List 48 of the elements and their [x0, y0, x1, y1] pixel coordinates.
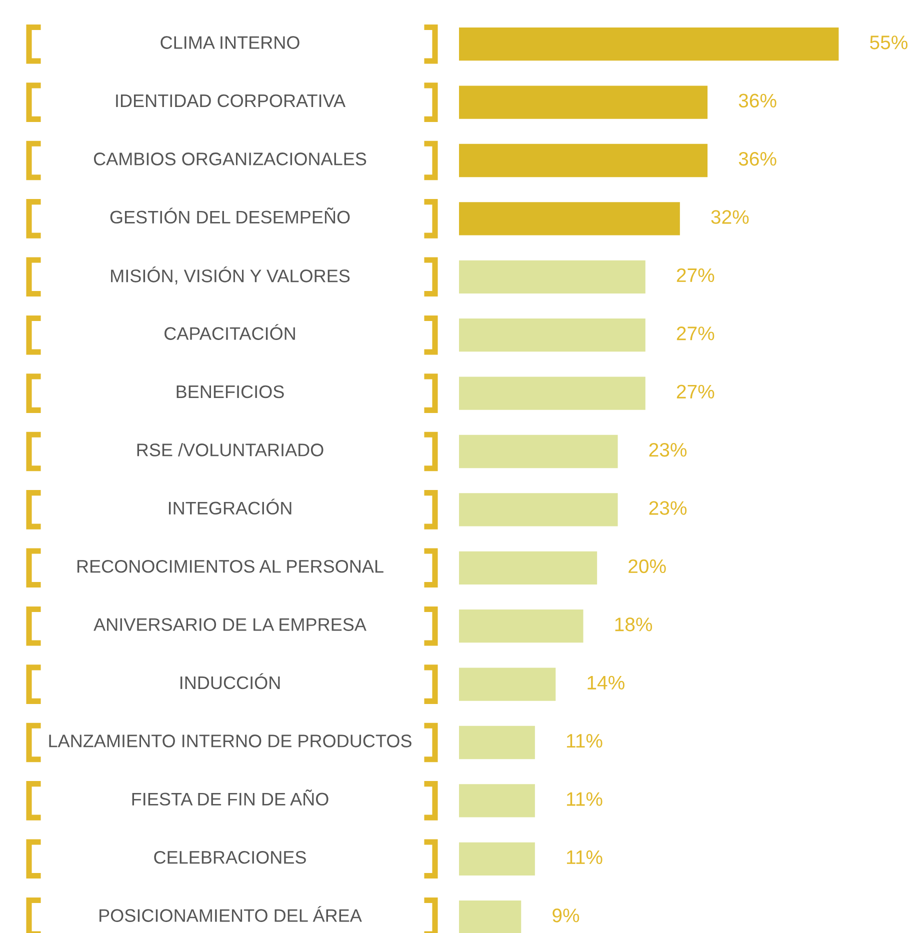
data-label: 11%	[566, 734, 602, 748]
data-label: 27%	[676, 326, 714, 340]
y-tick-label: GESTIÓN DEL DESEMPEÑO	[110, 208, 350, 224]
bar	[459, 551, 598, 584]
bar	[459, 376, 646, 410]
data-label: 11%	[566, 850, 602, 864]
data-label: 32%	[711, 210, 749, 224]
y-tick-label: LANZAMIENTO INTERNO DE PRODUCTOS	[49, 734, 412, 748]
bar	[459, 610, 584, 643]
bar	[459, 260, 646, 294]
data-label: 11%	[566, 792, 602, 806]
y-tick-label: INTEGRACIÓN	[168, 498, 292, 515]
y-tick-label: MISIÓN, VISIÓN Y VALORES	[111, 266, 350, 284]
bar	[459, 434, 618, 468]
y-tick-label: RECONOCIMIENTOS AL PERSONAL	[77, 560, 384, 573]
y-tick-label: ANIVERSARIO DE LA EMPRESA	[94, 618, 366, 631]
data-label: 27%	[676, 384, 714, 398]
y-tick-label: RSE /VOLUNTARIADO	[137, 443, 324, 456]
bar	[459, 726, 535, 760]
bar	[459, 668, 556, 701]
data-label: 36%	[738, 94, 776, 108]
bar	[459, 318, 646, 352]
y-tick-label: INDUCCIÓN	[180, 673, 280, 690]
data-label: 23%	[649, 501, 687, 515]
bar	[459, 144, 708, 178]
y-tick-label: BENEFICIOS	[176, 385, 284, 398]
data-label: 18%	[615, 618, 652, 632]
bar	[459, 28, 839, 61]
y-tick-label: CAPACITACIÓN	[164, 324, 295, 340]
data-label: 36%	[738, 152, 776, 166]
data-label: 20%	[628, 559, 666, 574]
data-label: 14%	[588, 676, 624, 690]
y-tick-label: POSICIONAMIENTO DEL ÁREA	[100, 906, 362, 922]
data-label: 23%	[649, 442, 687, 457]
data-label: 55%	[870, 36, 908, 50]
data-label: 9%	[552, 908, 580, 922]
data-label: 27%	[676, 268, 714, 282]
bar	[459, 493, 618, 526]
y-tick-label: CELEBRACIONES	[154, 850, 306, 864]
bar	[459, 202, 680, 236]
y-tick-label: IDENTIDAD CORPORATIVA	[116, 94, 346, 108]
bar	[459, 842, 535, 876]
bar	[459, 784, 535, 818]
bar	[459, 900, 522, 933]
y-tick-label: CLIMA INTERNO	[160, 36, 300, 49]
y-tick-label: CAMBIOS ORGANIZACIONALES	[94, 152, 366, 166]
bar	[459, 86, 708, 119]
y-tick-label: FIESTA DE FIN DE AÑO	[132, 790, 328, 806]
